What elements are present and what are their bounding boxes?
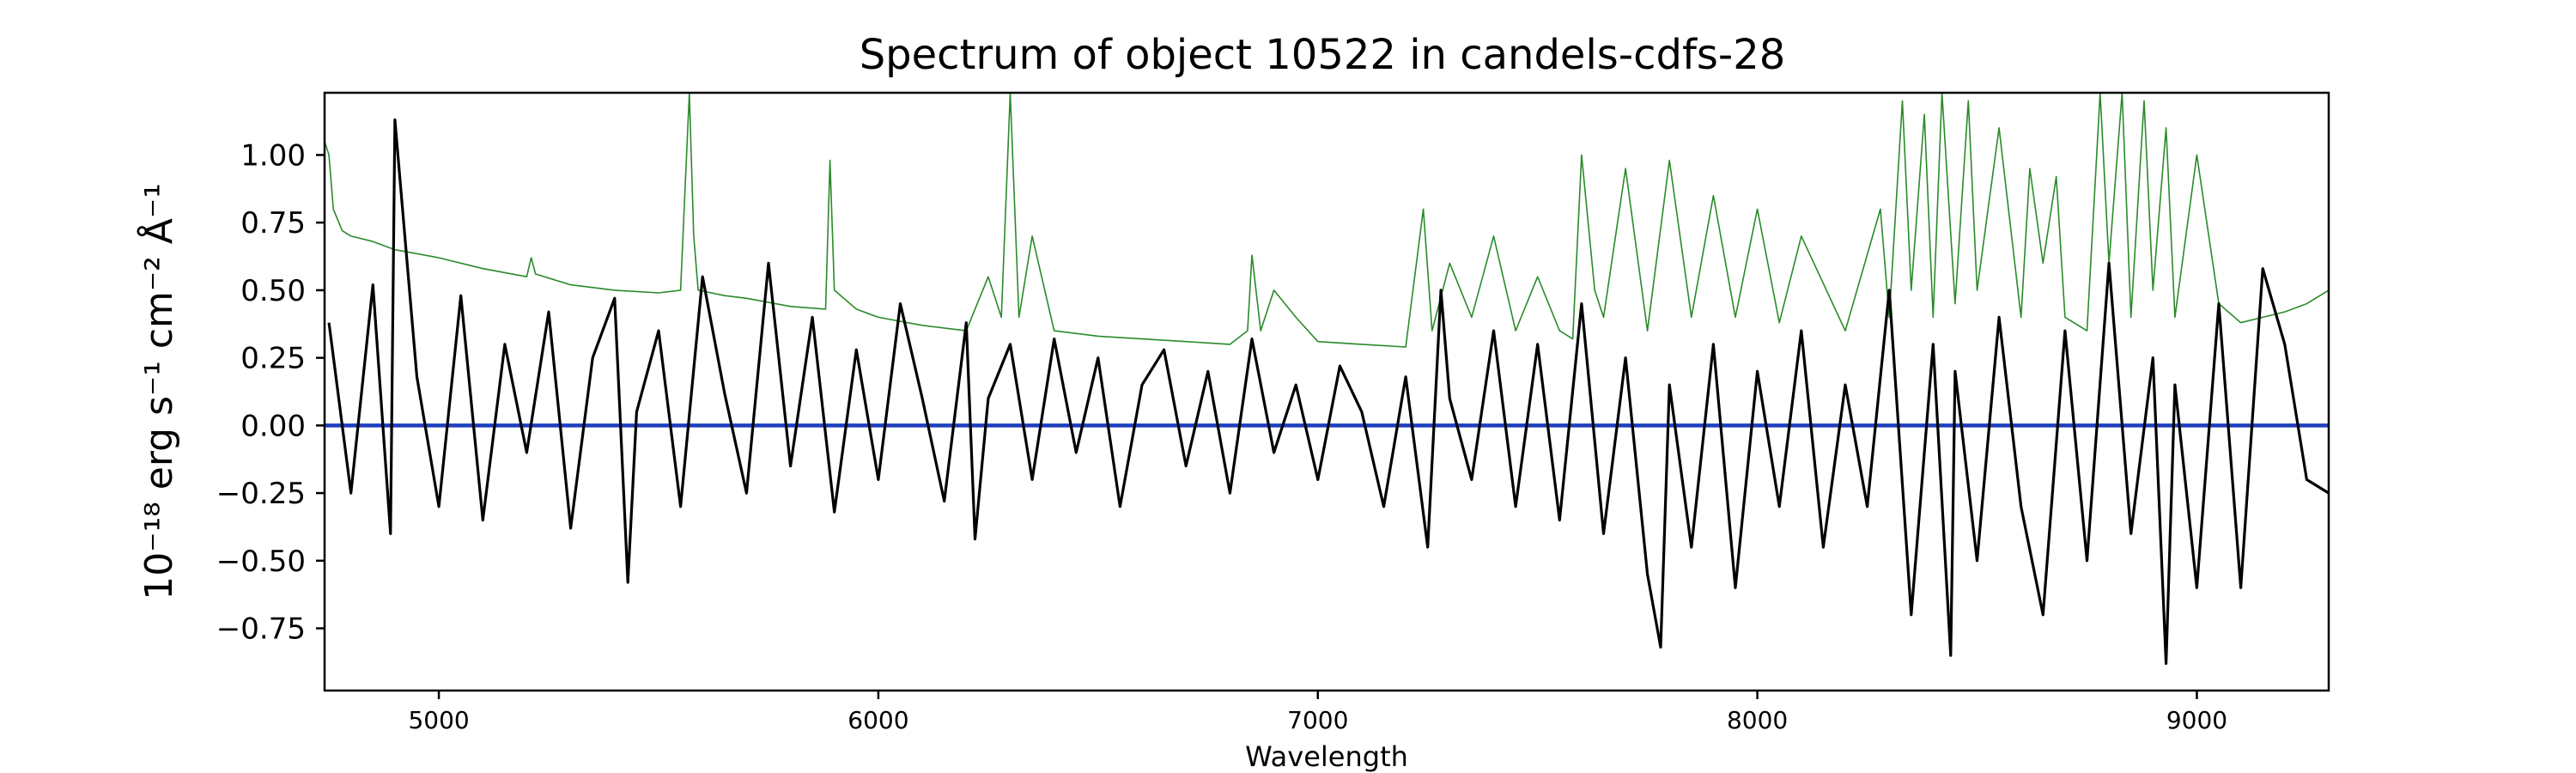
x-tick-label: 6000 [848,706,908,734]
y-tick-label: 0.50 [240,274,306,308]
y-tick-label: −0.25 [216,477,306,511]
y-tick-label: 0.75 [240,206,306,240]
y-axis: −0.75 −0.50 −0.25 0.00 0.25 0.50 0.75 1.00 [216,138,325,647]
x-axis: 5000 6000 7000 8000 9000 [408,691,2227,734]
chart-title: Spectrum of object 10522 in candels-cdfs… [860,31,1786,79]
y-tick-label: −0.50 [216,545,306,579]
series-line-flux [327,118,2329,666]
x-axis-label: Wavelength [1245,740,1408,773]
y-tick-label: −0.75 [216,612,306,647]
plot-frame [323,91,2330,692]
y-tick-label: 1.00 [240,138,306,173]
series-line-uncertainty [325,93,2329,348]
series-layer [325,93,2329,666]
y-axis-label: 10⁻¹⁸ erg s⁻¹ cm⁻² Å⁻¹ [136,183,181,600]
y-tick-label: 0.25 [240,342,306,376]
x-tick-label: 9000 [2166,706,2227,734]
x-tick-label: 7000 [1287,706,1348,734]
x-tick-label: 8000 [1727,706,1788,734]
x-tick-label: 5000 [408,706,469,734]
y-tick-label: 0.00 [240,409,306,443]
